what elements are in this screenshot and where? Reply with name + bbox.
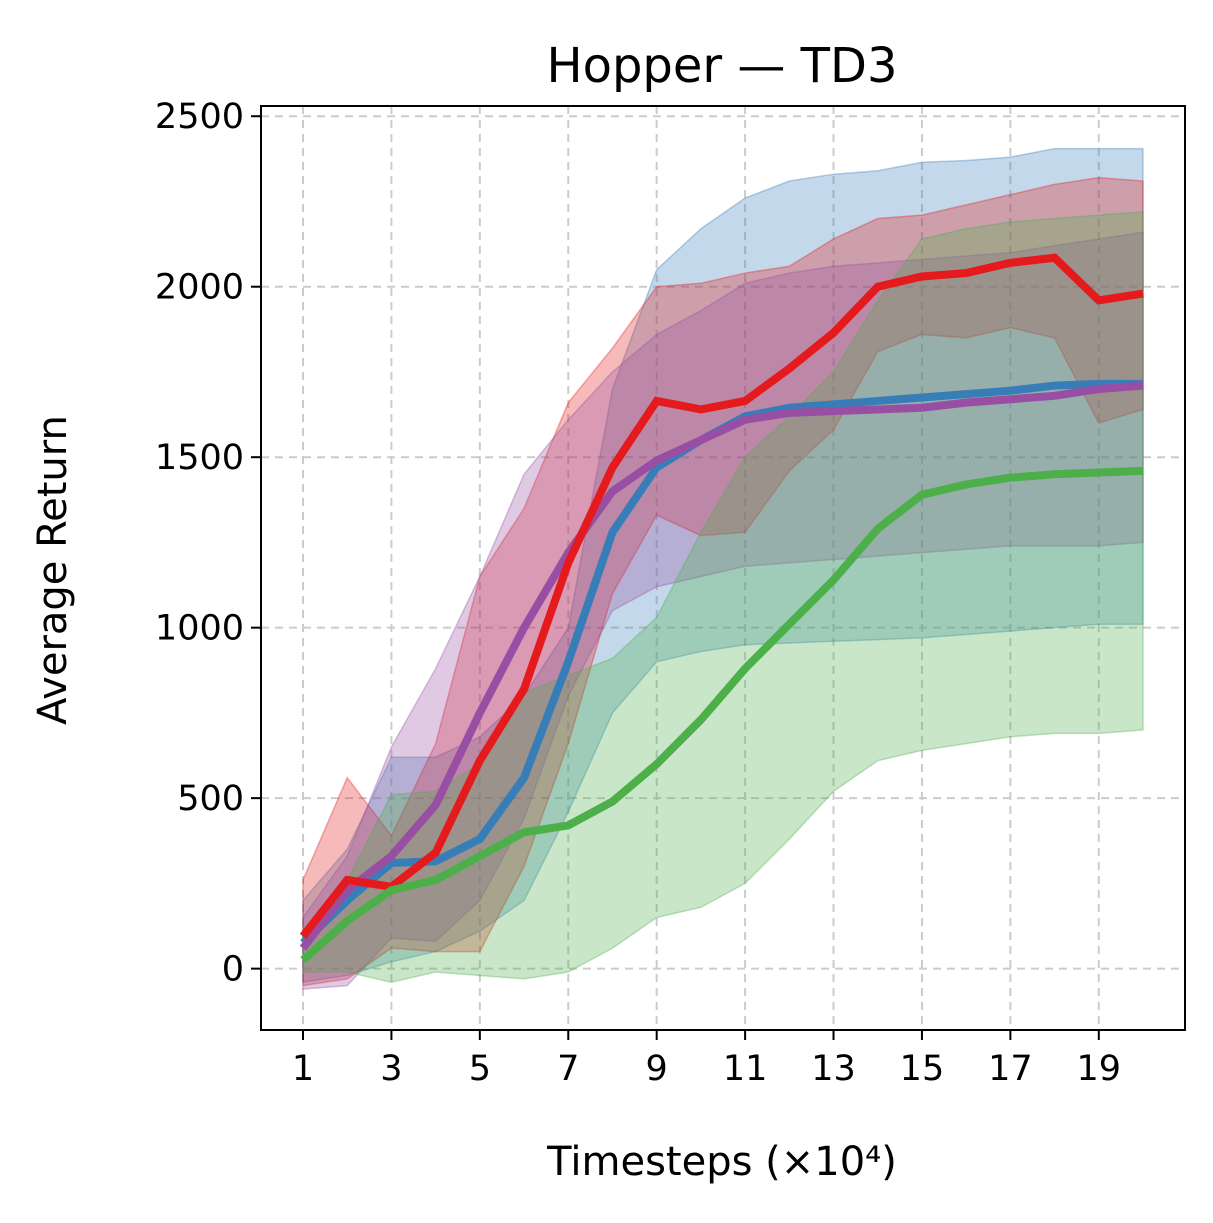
x-tick-label: 19 — [1077, 1049, 1122, 1089]
x-tick-label: 9 — [646, 1049, 668, 1089]
x-tick-label: 7 — [557, 1049, 579, 1089]
y-tick-label: 500 — [177, 779, 244, 819]
band-red — [302, 176, 1144, 987]
y-tick-label: 1000 — [155, 609, 244, 649]
chart-title: Hopper — TD3 — [547, 38, 898, 94]
series-lines — [299, 253, 1144, 964]
y-tick-label: 1500 — [155, 438, 244, 478]
x-tick-label: 3 — [380, 1049, 402, 1089]
x-tick-label: 17 — [988, 1049, 1033, 1089]
line-red — [299, 253, 1144, 939]
y-axis-ticks: 0 500 1000 1500 2000 2500 — [155, 97, 261, 990]
y-axis-label: Average Return — [30, 415, 76, 725]
x-tick-label: 5 — [469, 1049, 491, 1089]
x-tick-label: 15 — [900, 1049, 945, 1089]
y-tick-label: 0 — [222, 950, 244, 990]
line-green — [300, 466, 1144, 964]
x-axis-label: Timesteps (×10⁴) — [546, 1139, 897, 1185]
x-axis-ticks: 1 3 5 7 9 11 13 15 17 19 — [292, 1030, 1121, 1089]
x-tick-label: 13 — [811, 1049, 856, 1089]
band-blue — [302, 147, 1144, 984]
x-tick-label: 11 — [723, 1049, 768, 1089]
plot-frame — [260, 105, 1186, 1031]
x-tick-label: 1 — [292, 1049, 314, 1089]
line-purple — [299, 381, 1144, 951]
y-tick-label: 2500 — [155, 97, 244, 137]
y-tick-label: 2000 — [155, 268, 244, 308]
